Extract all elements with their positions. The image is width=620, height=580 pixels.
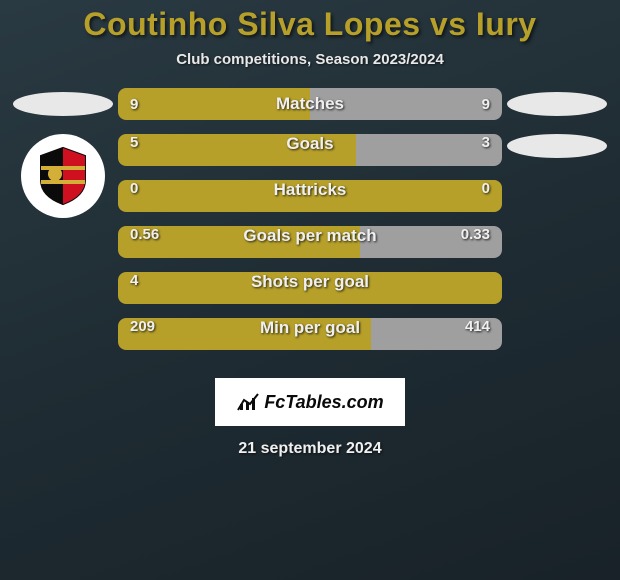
stat-label: Min per goal [260,318,360,338]
stat-label: Goals per match [243,226,376,246]
bar-right [356,134,502,166]
stat-bar-gpm: 0.56 Goals per match 0.33 [118,226,502,258]
stat-bar-mpg: 209 Min per goal 414 [118,318,502,350]
club2-placeholder-icon [507,134,607,158]
title-player1: Coutinho Silva Lopes [83,6,420,42]
date-text: 21 september 2024 [0,440,620,458]
right-slot-1 [502,92,612,116]
chart-icon [236,390,260,414]
stat-bar-matches: 9 Matches 9 [118,88,502,120]
stat-label: Hattricks [274,180,347,200]
stat-bar-spg: 4 Shots per goal [118,272,502,304]
stat-label: Shots per goal [251,272,369,292]
stat-label: Matches [276,94,344,114]
left-slot-1 [8,92,118,116]
left-slot-2 [8,134,118,218]
row-2: 5 Goals 3 0 Hattricks 0 0.56 Goals per m… [0,134,620,364]
row-1: 9 Matches 9 [0,88,620,120]
shield-icon [37,146,89,206]
player2-placeholder-icon [507,92,607,116]
stat-bar-hattricks: 0 Hattricks 0 [118,180,502,212]
stat-left-value: 0 [130,180,138,197]
stat-right-value: 0.33 [461,226,490,243]
stat-right-value: 9 [482,96,490,113]
title-player2: Iury [476,6,537,42]
stat-left-value: 4 [130,272,138,289]
stat-label: Goals [286,134,333,154]
page-title: Coutinho Silva Lopes vs Iury [0,6,620,43]
club-badge-icon [21,134,105,218]
subtitle: Club competitions, Season 2023/2024 [0,51,620,68]
content: Coutinho Silva Lopes vs Iury Club compet… [0,0,620,580]
title-vs: vs [430,6,467,42]
stat-left-value: 9 [130,96,138,113]
stat-right-value: 414 [465,318,490,335]
stat-left-value: 209 [130,318,155,335]
right-slot-2 [502,134,612,158]
stat-left-value: 5 [130,134,138,151]
player1-placeholder-icon [13,92,113,116]
stat-right-value: 0 [482,180,490,197]
logo-text: FcTables.com [264,392,383,413]
stat-left-value: 0.56 [130,226,159,243]
stat-bar-goals: 5 Goals 3 [118,134,502,166]
stat-right-value: 3 [482,134,490,151]
fctables-logo: FcTables.com [215,378,405,426]
